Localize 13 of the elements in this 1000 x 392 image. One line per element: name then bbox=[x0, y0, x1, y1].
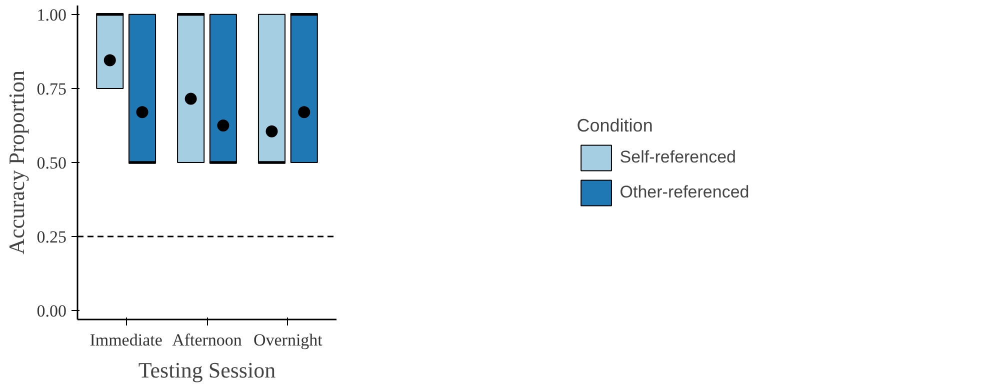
legend-label: Other-referenced bbox=[620, 182, 750, 202]
y-tick-label: 0.50 bbox=[36, 154, 66, 172]
x-tick-label: Immediate bbox=[90, 330, 162, 350]
x-axis-title: Testing Session bbox=[138, 358, 276, 382]
y-tick-label: 1.00 bbox=[36, 5, 66, 24]
x-tick-label: Overnight bbox=[253, 330, 323, 350]
x-tick-label: Afternoon bbox=[172, 330, 242, 350]
legend-title: Condition bbox=[576, 116, 654, 136]
y-tick-label: 0.25 bbox=[36, 228, 66, 247]
legend-label: Self-referenced bbox=[620, 148, 736, 168]
y-axis-title: Accuracy Proportion bbox=[4, 70, 29, 254]
y-tick-label: 0.00 bbox=[36, 302, 66, 321]
y-tick-label: 0.75 bbox=[36, 79, 66, 98]
